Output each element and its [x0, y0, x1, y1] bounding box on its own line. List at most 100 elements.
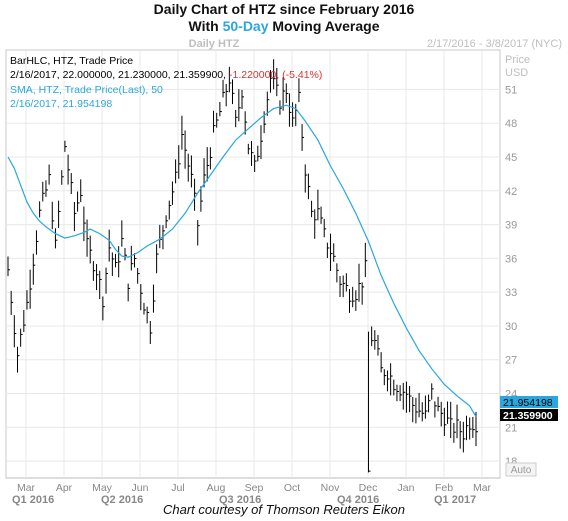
price-bar [96, 264, 99, 291]
quarter-label: Q2 2016 [101, 494, 143, 506]
price-bar [222, 79, 226, 98]
auto-scale-button[interactable]: Auto [505, 462, 537, 477]
month-label: Jan [398, 482, 415, 494]
price-bar [269, 70, 273, 93]
quarter-label: Q1 2017 [434, 494, 476, 506]
price-bar [257, 145, 260, 162]
price-bar [472, 416, 475, 438]
price-bar [86, 219, 90, 257]
price-bar [466, 415, 469, 441]
price-bar [13, 315, 17, 348]
legend-bar-change: -1.220000, (-5.41%) [229, 69, 322, 81]
price-bar [118, 246, 121, 278]
price-bar [475, 411, 478, 447]
y-tick-label: 36 [505, 253, 517, 265]
price-bar [7, 256, 10, 277]
price-bar [241, 89, 244, 110]
price-bar [254, 154, 257, 172]
price-bar [181, 115, 184, 150]
month-label: Oct [284, 482, 300, 494]
price-bar [102, 296, 105, 321]
price-bar [399, 385, 403, 401]
price-bar [409, 385, 412, 413]
price-bar [456, 404, 460, 439]
month-label: Jun [132, 482, 149, 494]
svg-text:2/16/2017, 22.000000, 21.23000: 2/16/2017, 22.000000, 21.230000, 21.3599… [10, 69, 322, 81]
price-bar [32, 253, 36, 285]
price-bar [89, 235, 93, 264]
price-bar [216, 112, 219, 128]
price-bar [105, 267, 109, 294]
legend-sma-value: 21.954198 [63, 98, 113, 110]
y-tick-label: 21 [505, 422, 517, 434]
price-bar [405, 381, 409, 413]
price-bar [247, 143, 251, 155]
price-bar [45, 180, 48, 197]
price-bar [412, 396, 415, 423]
price-bar [121, 220, 124, 247]
quarter-label: Q4 2016 [337, 494, 379, 506]
price-bar [80, 179, 83, 203]
price-bar [371, 326, 374, 347]
price-bar [314, 209, 317, 239]
price-bar [165, 215, 169, 229]
price-bar [26, 290, 29, 310]
sma-line [7, 104, 477, 417]
price-bar [64, 140, 67, 152]
legend-bar-series: BarHLC, HTZ, Trade Price [10, 55, 133, 67]
price-bar [171, 181, 175, 205]
price-bar [197, 219, 200, 246]
price-bar [339, 276, 343, 298]
price-bar [364, 242, 368, 278]
price-bar [377, 334, 380, 356]
price-bar [156, 244, 159, 274]
y-tick-label: 51 [505, 84, 517, 96]
price-bar [190, 155, 194, 188]
price-bar [358, 263, 361, 302]
price-bar [238, 89, 241, 122]
price-bar [235, 109, 238, 128]
chart-label: Daily HTZ [189, 38, 240, 50]
price-bar [140, 284, 143, 311]
month-label: Jul [171, 482, 184, 494]
y-tick-label: 42 [505, 186, 517, 198]
price-bar [311, 200, 314, 218]
price-bar [108, 229, 112, 262]
price-bar [130, 245, 134, 271]
price-bar [124, 248, 127, 261]
price-bar [16, 346, 20, 373]
price-bar [58, 200, 61, 228]
price-bar [330, 233, 333, 271]
price-bar [146, 306, 150, 324]
price-bar [111, 252, 115, 276]
price-bar [345, 273, 349, 292]
price-bar [418, 392, 422, 418]
price-bar [352, 286, 355, 308]
axis-label-usd: USD [505, 67, 528, 79]
price-bar [440, 401, 444, 427]
price-bar [194, 178, 197, 211]
price-bar [54, 228, 58, 249]
month-label: Feb [435, 482, 453, 494]
price-bar [159, 224, 162, 249]
price-bar [383, 369, 387, 386]
price-bar [390, 363, 393, 396]
month-label: Nov [321, 482, 340, 494]
price-bar [92, 261, 96, 281]
price-bar [152, 284, 156, 313]
price-bar [206, 147, 210, 182]
svg-text:2/16/2017, 21.954198: 2/16/2017, 21.954198 [10, 98, 112, 110]
month-label: Mar [473, 482, 492, 494]
price-bar [288, 93, 292, 127]
price-bar [380, 352, 384, 373]
month-label: Dec [359, 482, 378, 494]
price-bar [133, 253, 137, 268]
svg-text:21.954198: 21.954198 [503, 397, 553, 409]
price-bar [282, 77, 286, 111]
price-bar [143, 302, 146, 315]
price-bar [228, 66, 232, 93]
price-bar [336, 263, 339, 283]
legend-sma-date: 2/16/2017 [10, 98, 57, 110]
price-bar [73, 201, 77, 232]
